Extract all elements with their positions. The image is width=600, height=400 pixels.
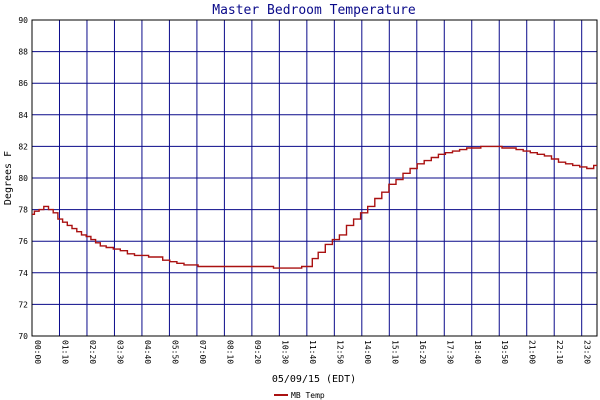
x-tick-label: 23:59 <box>598 340 600 364</box>
x-tick-label: 15:10 <box>390 340 399 364</box>
y-tick-label: 74 <box>18 269 28 278</box>
y-tick-label: 76 <box>18 237 28 246</box>
x-tick-labels: 00:00 01:10 02:20 03:30 04:40 05:50 07:00 08:10… <box>33 340 600 364</box>
x-tick-label: 08:10 <box>225 340 234 364</box>
plot-area-frame <box>31 19 598 337</box>
y-tick-label: 80 <box>18 174 28 183</box>
y-tick-labels: 70 72 74 76 78 80 82 84 86 88 90 <box>18 16 28 341</box>
x-tick-label: 02:20 <box>88 340 97 364</box>
x-tick-label: 09:20 <box>253 340 262 364</box>
y-tick-label: 90 <box>18 16 28 25</box>
x-tick-label: 21:00 <box>528 340 537 364</box>
x-tick-label: 19:50 <box>500 340 509 364</box>
y-tick-label: 70 <box>18 332 28 341</box>
grid-lines <box>31 19 598 337</box>
x-tick-label: 04:40 <box>143 340 152 364</box>
y-tick-label: 86 <box>18 79 28 88</box>
x-tick-label: 16:20 <box>418 340 427 364</box>
x-tick-label: 03:30 <box>115 340 124 364</box>
x-axis-label: 05/09/15 (EDT) <box>272 374 356 385</box>
legend-label: MB Temp <box>291 391 325 400</box>
y-tick-label: 82 <box>18 142 28 151</box>
x-tick-label: 11:40 <box>308 340 317 364</box>
x-tick-label: 01:10 <box>60 340 69 364</box>
x-tick-label: 05:50 <box>170 340 179 364</box>
chart-title: Master Bedroom Temperature <box>212 3 416 18</box>
series-line-mb-temp <box>32 145 597 269</box>
x-tick-label: 14:00 <box>363 340 372 364</box>
y-tick-label: 72 <box>18 300 28 309</box>
x-tick-label: 22:10 <box>555 340 564 364</box>
legend: MB Temp <box>274 391 325 400</box>
y-tick-label: 78 <box>18 206 28 215</box>
x-tick-label: 18:40 <box>473 340 482 364</box>
x-tick-label: 10:30 <box>280 340 289 364</box>
x-tick-label: 07:00 <box>198 340 207 364</box>
x-tick-label: 00:00 <box>33 340 42 364</box>
x-tick-label: 17:30 <box>445 340 454 364</box>
x-tick-label: 12:50 <box>335 340 344 364</box>
y-tick-label: 88 <box>18 48 28 57</box>
x-tick-label: 23:20 <box>583 340 592 364</box>
y-axis-label: Degrees F <box>3 151 14 205</box>
y-tick-label: 84 <box>18 111 28 120</box>
